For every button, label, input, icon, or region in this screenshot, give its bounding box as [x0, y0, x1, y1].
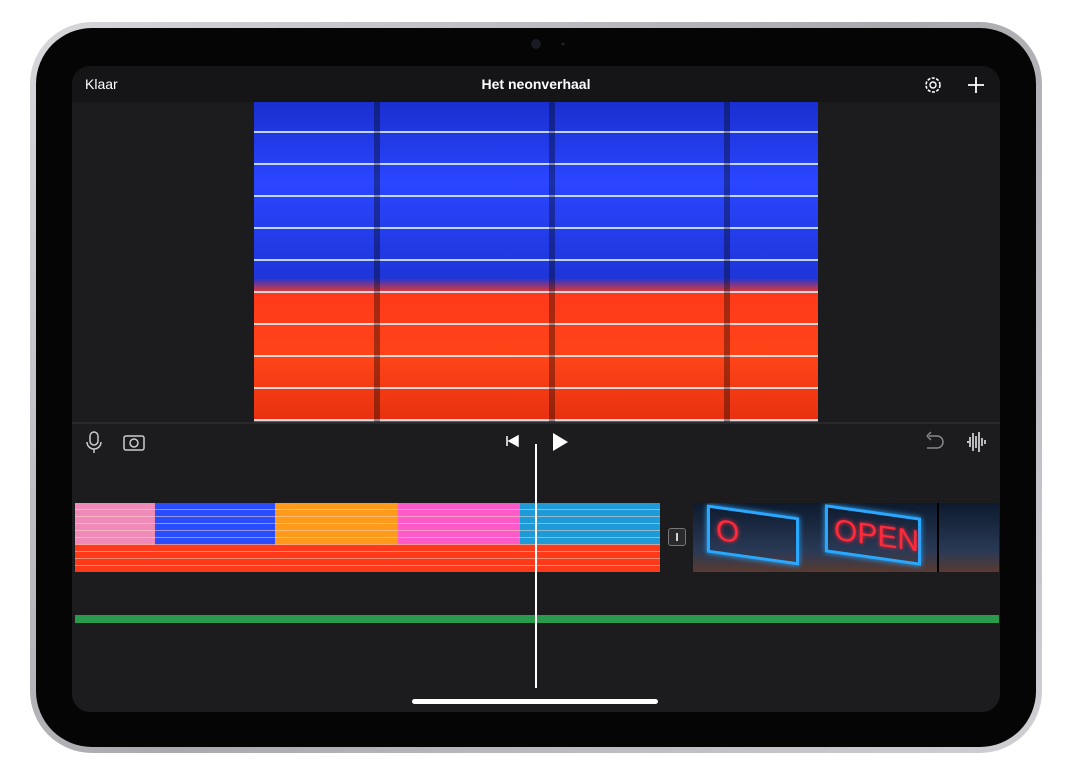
video-clip[interactable]: O OPEN [693, 503, 999, 572]
done-button[interactable]: Klaar [85, 76, 118, 92]
screen: Klaar Het neonverhaal O OPEN [72, 66, 1000, 712]
transition-button[interactable] [668, 528, 686, 546]
top-icons [925, 77, 984, 93]
video-preview [254, 102, 818, 422]
play-button[interactable] [553, 433, 568, 451]
project-title: Het neonverhaal [481, 76, 591, 92]
mic-button[interactable] [89, 431, 99, 446]
undo-button[interactable] [926, 431, 944, 449]
settings-button[interactable] [925, 77, 941, 93]
top-bar: Klaar Het neonverhaal [72, 66, 1000, 102]
camera [531, 39, 565, 49]
toolbar-icons [86, 422, 986, 453]
camera-button[interactable] [123, 435, 145, 451]
neon-sign: O [707, 504, 799, 566]
video-clip[interactable] [75, 503, 660, 572]
neon-sign: OPEN [825, 504, 921, 566]
audio-button[interactable] [967, 432, 986, 452]
skip-back-button[interactable] [506, 434, 519, 448]
home-indicator [412, 699, 658, 704]
add-button[interactable] [968, 77, 984, 93]
audio-track[interactable] [75, 615, 999, 623]
playhead [535, 444, 537, 688]
